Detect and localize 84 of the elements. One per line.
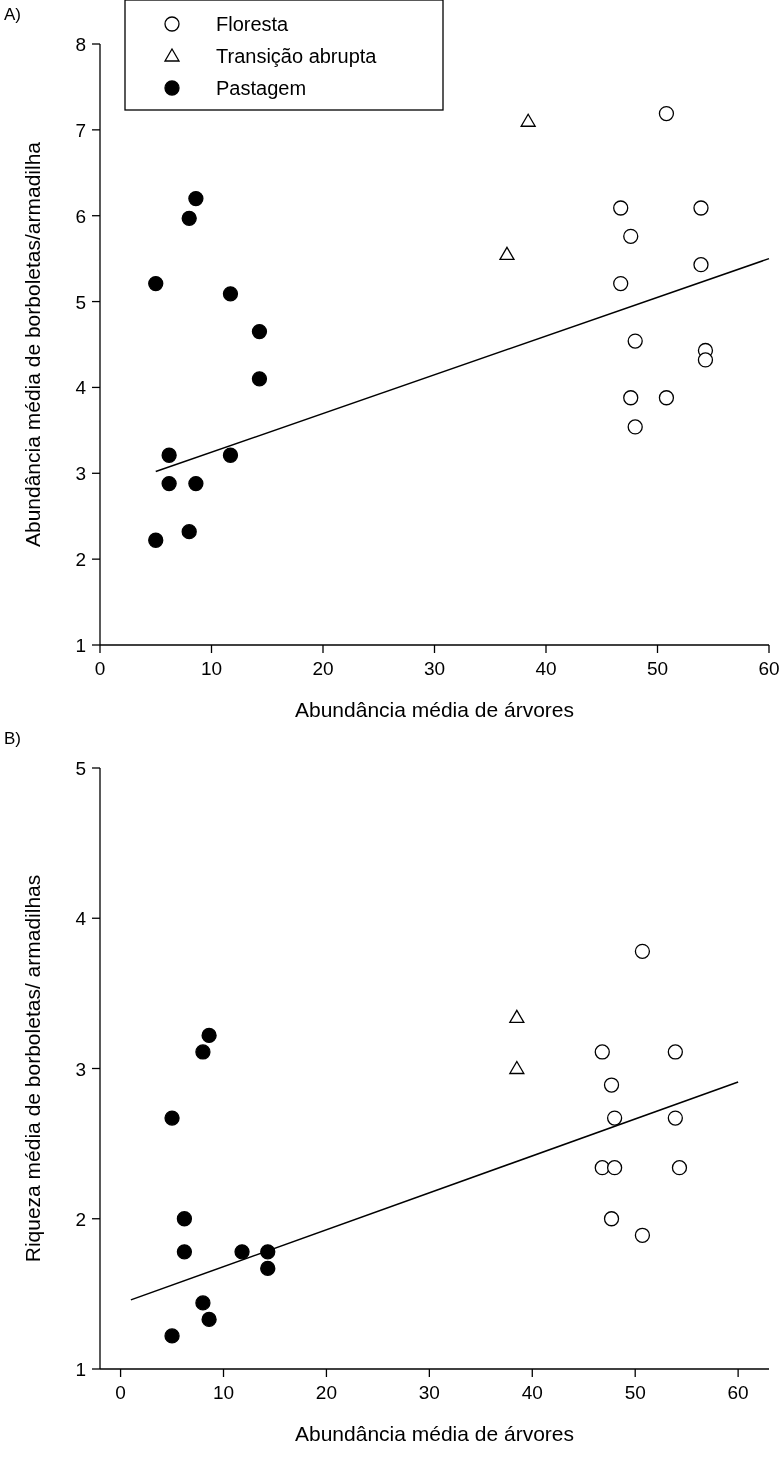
x-tick-label: 0 (94, 658, 106, 679)
y-tick-label: 6 (75, 205, 86, 227)
chart-title: A) (4, 5, 21, 24)
y-tick-label: 1 (75, 635, 86, 656)
y-tick-label: 5 (75, 758, 86, 779)
x-tick-label: 10 (200, 658, 223, 679)
point (520, 113, 536, 127)
point (658, 390, 675, 406)
point (671, 1160, 688, 1176)
y-tick-label: 3 (75, 463, 86, 485)
point (606, 1110, 623, 1126)
point (634, 943, 651, 959)
x-axis-title: Abundância média de árvores (294, 1422, 575, 1445)
point (627, 419, 643, 435)
point (188, 190, 204, 207)
y-tick-label: 5 (75, 291, 86, 313)
point (260, 1260, 276, 1276)
point (623, 390, 639, 406)
point (148, 532, 164, 548)
point (161, 447, 177, 463)
x-tick-label: 30 (418, 1382, 440, 1403)
point (693, 200, 709, 216)
point (164, 1110, 180, 1126)
point (627, 333, 643, 349)
point (234, 1244, 250, 1260)
point (161, 475, 177, 492)
point (148, 275, 164, 292)
x-axis-title: Abundância média de árvores (294, 698, 575, 721)
y-tick-label: 1 (75, 1359, 86, 1380)
point (181, 210, 197, 226)
y-tick-label: 4 (75, 377, 87, 399)
x-tick-label: 60 (727, 1382, 749, 1403)
x-tick-label: 20 (315, 1382, 337, 1403)
point (697, 352, 714, 368)
point (201, 1027, 217, 1044)
point (634, 1227, 651, 1243)
point (509, 1009, 525, 1024)
y-tick-label: 2 (75, 549, 86, 571)
y-tick-label: 2 (75, 1208, 86, 1230)
x-tick-label: 40 (521, 1382, 543, 1403)
x-tick-label: 50 (624, 1382, 646, 1403)
point (201, 1311, 217, 1328)
y-axis-title: Riqueza média de borboletas/ armadilhas (21, 874, 44, 1263)
point (603, 1077, 620, 1093)
point (658, 105, 675, 122)
y-tick-label: 3 (75, 1058, 86, 1080)
point (251, 371, 268, 387)
point (667, 1110, 683, 1126)
point (667, 1044, 683, 1060)
point (613, 275, 629, 292)
x-tick-label: 10 (212, 1382, 235, 1403)
point (222, 286, 239, 302)
point (181, 524, 197, 540)
y-tick-label: 7 (75, 119, 86, 141)
point (251, 323, 268, 340)
chart-title: B) (4, 729, 21, 748)
point (195, 1044, 211, 1060)
point (613, 200, 629, 216)
legend-label: Transição abrupta (216, 45, 378, 67)
y-axis-title: Abundância média de borboletas/armadilha (21, 141, 44, 548)
point (693, 257, 709, 273)
legend-label: Floresta (216, 13, 290, 35)
point (176, 1244, 193, 1260)
point (606, 1160, 623, 1176)
point (176, 1211, 193, 1227)
point (603, 1211, 620, 1227)
point (188, 475, 204, 492)
point (623, 228, 639, 244)
point (222, 447, 239, 463)
y-tick-label: 8 (75, 34, 86, 55)
point (499, 246, 515, 260)
x-tick-label: 40 (535, 658, 557, 679)
y-tick-label: 4 (75, 908, 87, 930)
point (164, 1328, 180, 1344)
x-tick-label: 20 (312, 658, 334, 679)
x-tick-label: 50 (646, 658, 669, 679)
legend-label: Pastagem (216, 77, 307, 99)
x-tick-label: 30 (423, 658, 446, 679)
x-tick-label: 60 (758, 658, 779, 679)
x-tick-label: 0 (115, 1382, 126, 1403)
point (594, 1160, 610, 1176)
point (509, 1060, 525, 1075)
point (195, 1295, 211, 1311)
point (594, 1044, 610, 1060)
